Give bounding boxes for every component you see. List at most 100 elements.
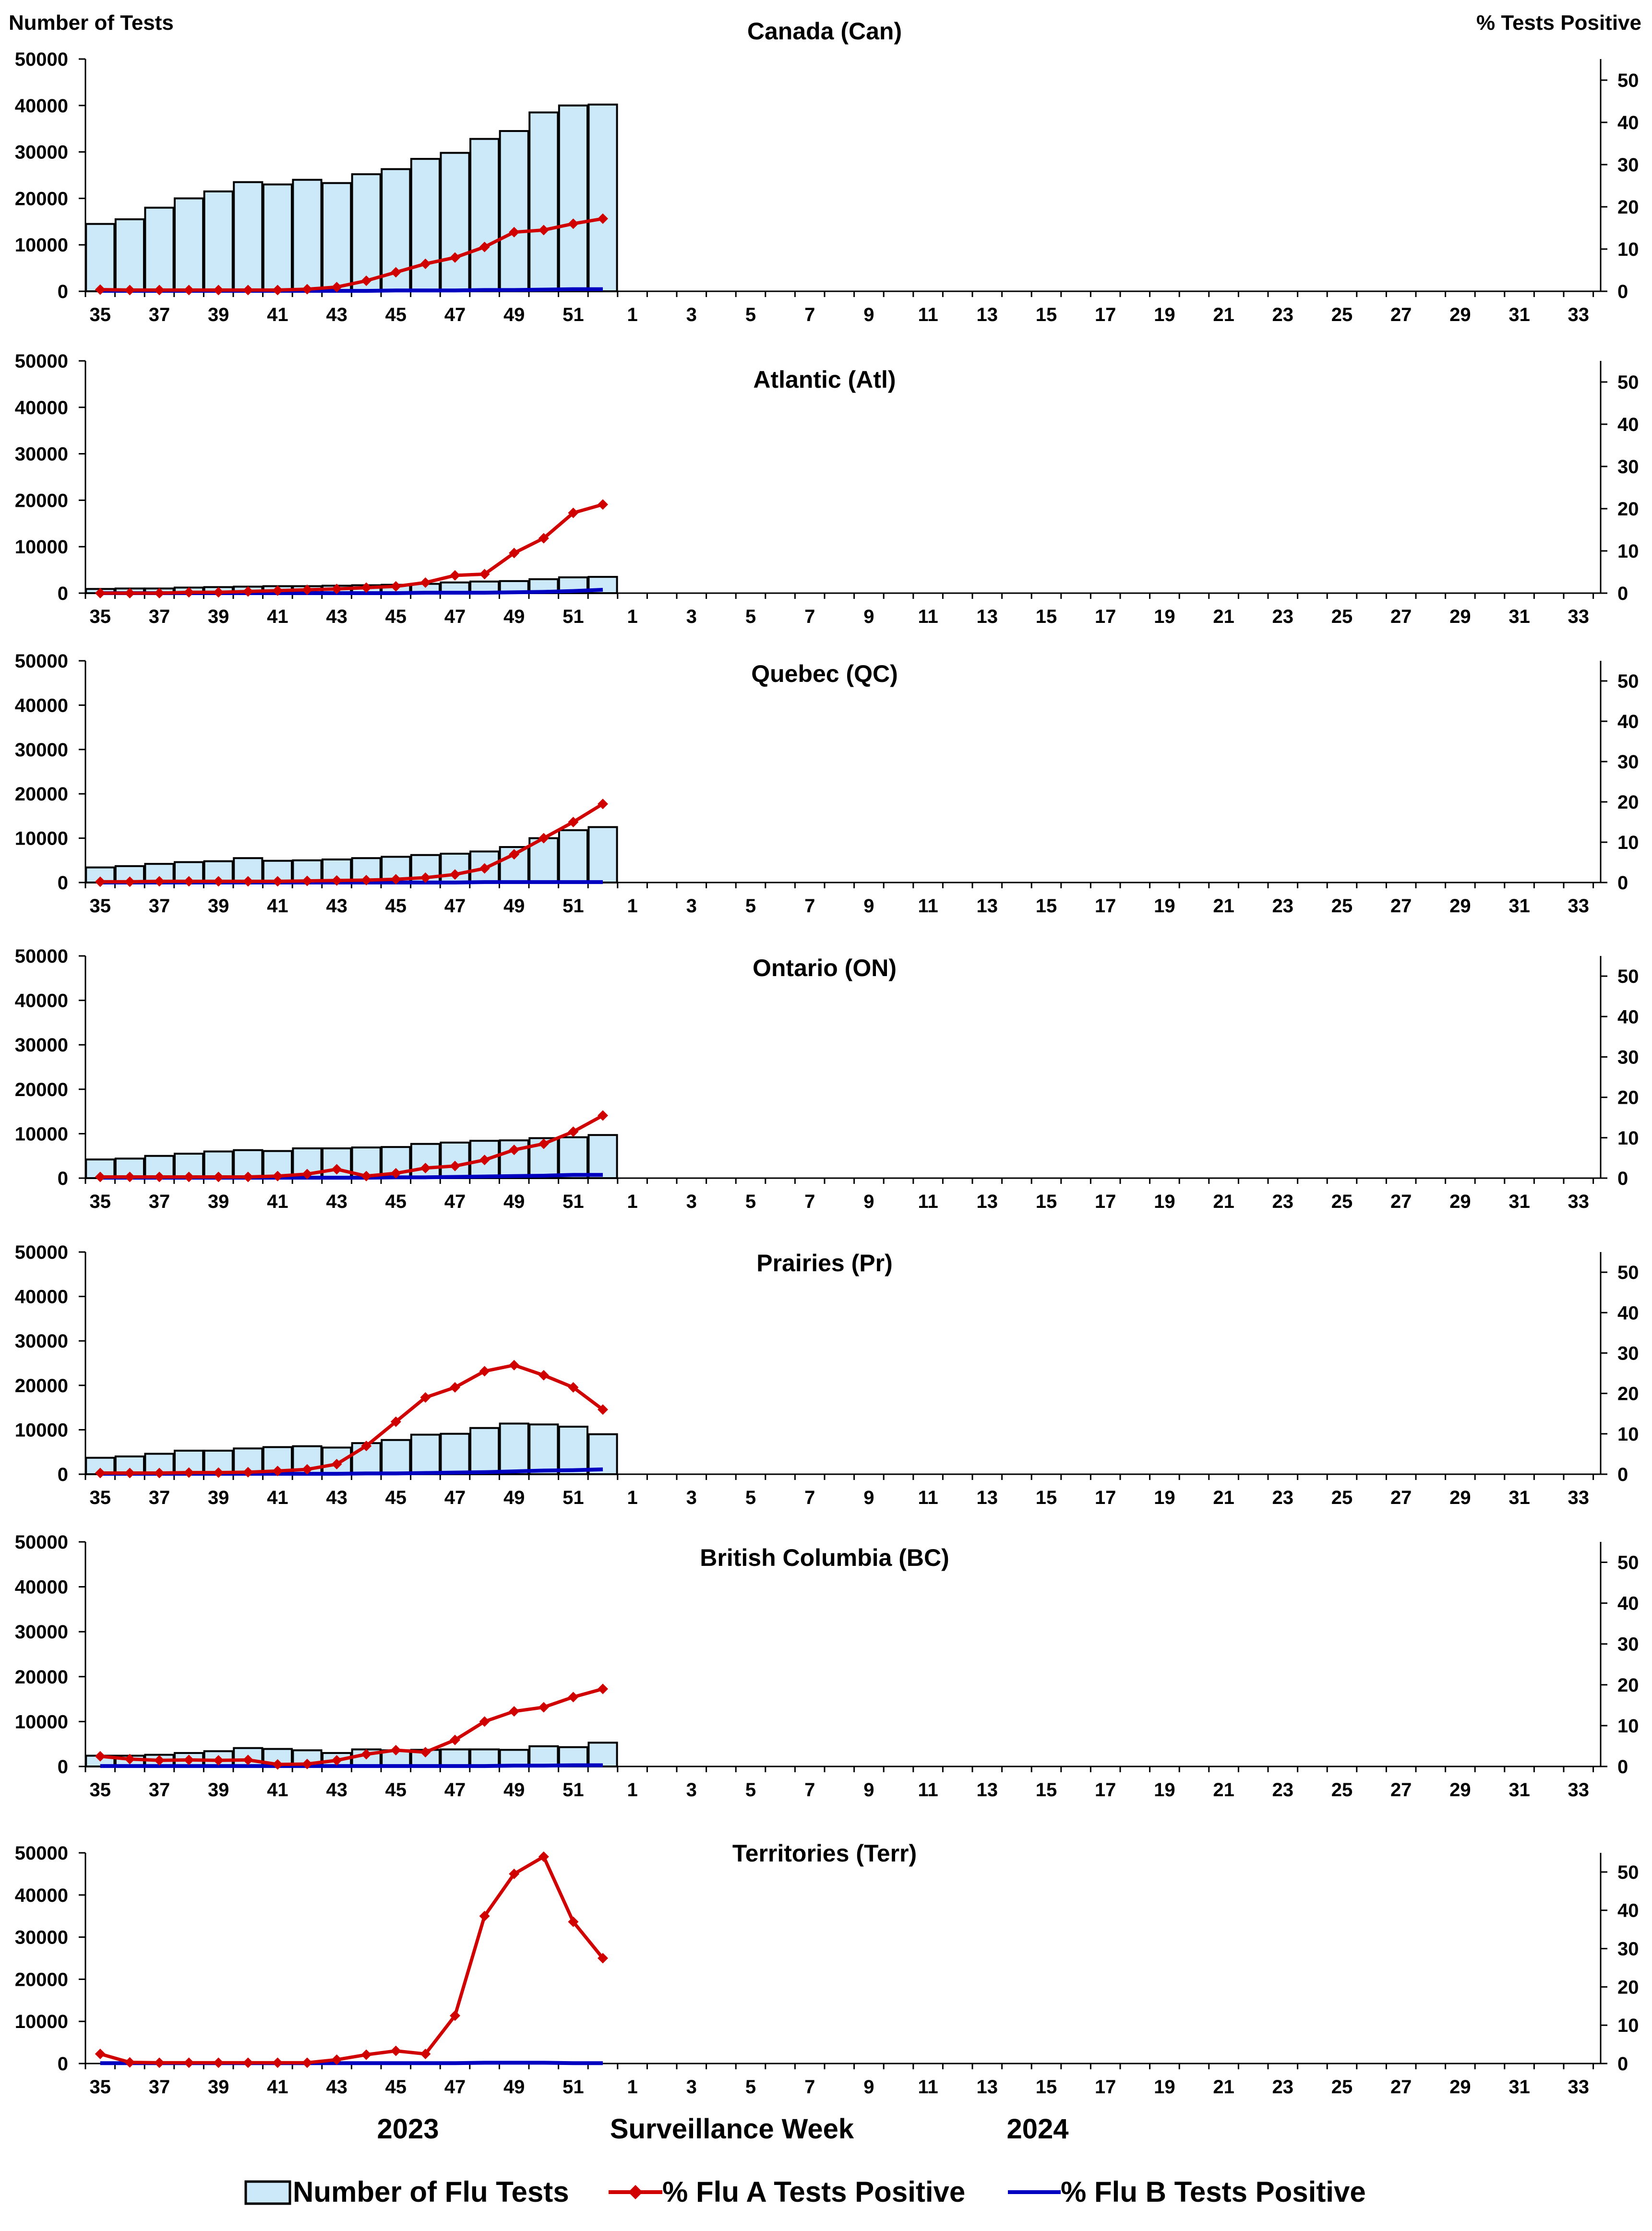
x-tick-label: 35 [90,1487,111,1508]
x-tick-label: 7 [804,2076,815,2098]
x-tick-label: 27 [1390,2076,1412,2098]
x-tick-label: 51 [563,895,584,917]
x-tick-label: 29 [1449,895,1471,917]
x-tick-label: 43 [326,606,347,627]
left-axis-title: Number of Tests [9,11,174,35]
right-y-tick-label: 0 [1617,1168,1628,1189]
x-tick-label: 43 [326,1487,347,1508]
bar-tests [558,1136,588,1180]
x-tick-label: 29 [1449,1191,1471,1212]
point-flu-a [479,569,490,580]
right-y-tick-label: 0 [1617,1464,1628,1485]
point-flu-a [302,584,312,595]
x-tick-label: 11 [918,606,938,627]
point-flu-a [154,1755,165,1766]
x-tick-label: 11 [918,1779,938,1801]
right-y-tick-label: 10 [1617,832,1639,853]
point-flu-a [509,227,520,238]
x-tick-label: 37 [149,1191,170,1212]
x-tick-label: 33 [1568,1779,1590,1801]
bar-tests [528,1745,559,1767]
left-y-tick-label: 10000 [15,537,68,558]
panel-title: British Columbia (BC) [700,1544,949,1571]
x-tick-label: 45 [385,2076,407,2098]
right-y-tick-label: 50 [1617,1262,1639,1283]
bar-tests [587,1134,618,1179]
point-flu-a [124,2057,135,2068]
x-tick-label: 21 [1213,606,1234,627]
left-y-tick-label: 10000 [15,1420,68,1441]
left-y-tick-label: 50000 [15,351,68,372]
bar-tests [85,223,116,293]
legend-flu-b-label: % Flu B Tests Positive [1061,2176,1366,2208]
right-y-tick-label: 50 [1617,70,1639,91]
x-tick-label: 13 [977,2076,998,2098]
point-flu-a [361,582,372,593]
point-flu-a [450,1382,460,1393]
point-flu-a [479,1910,490,1921]
x-tick-label: 15 [1036,2076,1057,2098]
x-tick-label: 39 [208,1191,229,1212]
point-flu-a [154,285,165,296]
x-tick-label: 35 [90,2076,111,2098]
x-tick-label: 35 [90,895,111,917]
x-tick-label: 25 [1331,304,1353,325]
x-tick-label: 39 [208,895,229,917]
x-tick-label: 47 [444,606,466,627]
bar-tests [440,1141,470,1179]
x-tick-label: 33 [1568,1487,1590,1508]
point-flu-a [479,241,490,252]
left-y-tick-label: 50000 [15,1242,68,1263]
x-tick-label: 5 [745,304,756,325]
left-y-tick-label: 40000 [15,1577,68,1598]
right-y-tick-label: 20 [1617,1977,1639,1998]
x-tick-label: 31 [1508,1487,1530,1508]
bar-tests [440,152,470,292]
x-tick-label: 27 [1390,606,1412,627]
bar-tests [144,206,175,293]
x-tick-label: 51 [563,1191,584,1212]
x-tick-label: 31 [1508,2076,1530,2098]
right-y-tick-label: 50 [1617,671,1639,692]
bar-tests [558,104,588,293]
left-y-tick-label: 40000 [15,95,68,117]
panel-title: Canada (Can) [747,18,902,45]
point-flu-a [124,285,135,296]
x-tick-label: 23 [1272,1191,1294,1212]
right-y-tick-label: 20 [1617,792,1639,813]
right-y-tick-label: 40 [1617,711,1639,732]
left-y-tick-label: 50000 [15,651,68,672]
x-tick-label: 23 [1272,2076,1294,2098]
panel-british-columbia-bc: British Columbia (BC)0100002000030000400… [15,1532,1639,1801]
point-flu-a [242,876,253,887]
left-y-tick-label: 20000 [15,1969,68,1990]
x-tick-label: 7 [804,895,815,917]
point-flu-a [272,876,283,887]
x-tick-label: 35 [90,1191,111,1212]
x-tick-label: 1 [627,895,637,917]
x-tick-label: 11 [918,895,938,917]
x-tick-label: 31 [1508,304,1530,325]
x-tick-label: 21 [1213,2076,1234,2098]
left-y-tick-label: 0 [58,1464,68,1485]
point-flu-a [154,1467,165,1479]
point-flu-a [598,213,608,224]
point-flu-a [331,1458,342,1469]
right-y-tick-label: 40 [1617,1593,1639,1614]
left-y-tick-label: 20000 [15,490,68,511]
panel-canada-can: Canada (Can) 0 10000 20000 30000 40000 50000 0 1… [15,18,1639,325]
point-flu-a [302,284,312,295]
left-y-tick-label: 30000 [15,1927,68,1948]
point-flu-a [183,1171,194,1182]
right-y-tick-label: 0 [1617,281,1628,302]
x-tick-label: 31 [1508,606,1530,627]
x-tick-label: 29 [1449,1779,1471,1801]
x-tick-label: 51 [563,1779,584,1801]
point-flu-a [568,507,579,518]
point-flu-a [450,1160,460,1171]
x-tick-label: 19 [1154,1779,1175,1801]
point-flu-a [538,1138,549,1149]
point-flu-a [509,548,520,559]
point-flu-a [272,585,283,596]
x-tick-label: 27 [1390,895,1412,917]
